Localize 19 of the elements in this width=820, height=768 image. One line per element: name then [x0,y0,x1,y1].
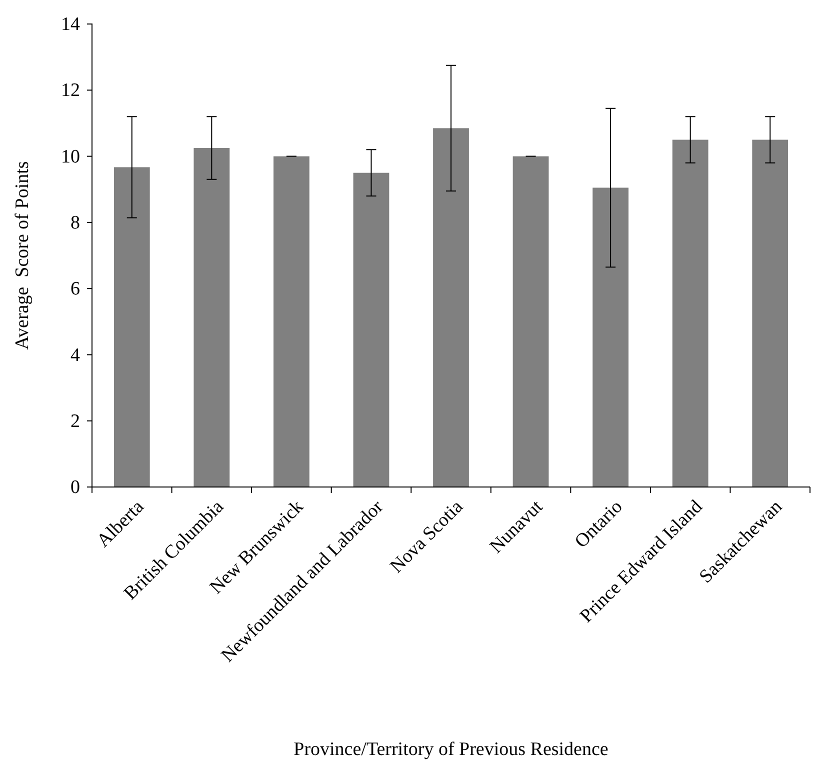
y-tick-label: 2 [70,410,80,432]
bar [752,140,788,487]
bar [114,167,150,487]
bar [433,128,469,487]
bar [273,156,310,487]
y-axis-title: Average Score of Points [12,161,33,350]
x-axis-title: Province/Territory of Previous Residence [294,739,608,760]
y-tick-label: 6 [70,278,80,300]
bar [512,156,549,487]
y-tick-label: 12 [61,80,80,102]
y-tick-label: 14 [61,14,80,36]
bar [672,140,708,487]
bar [353,172,390,487]
bar [592,188,629,487]
y-tick-label: 4 [70,344,80,366]
bar [194,148,230,487]
y-tick-label: 10 [61,146,80,168]
y-tick-label: 0 [70,477,80,498]
y-tick-label: 8 [70,212,80,234]
